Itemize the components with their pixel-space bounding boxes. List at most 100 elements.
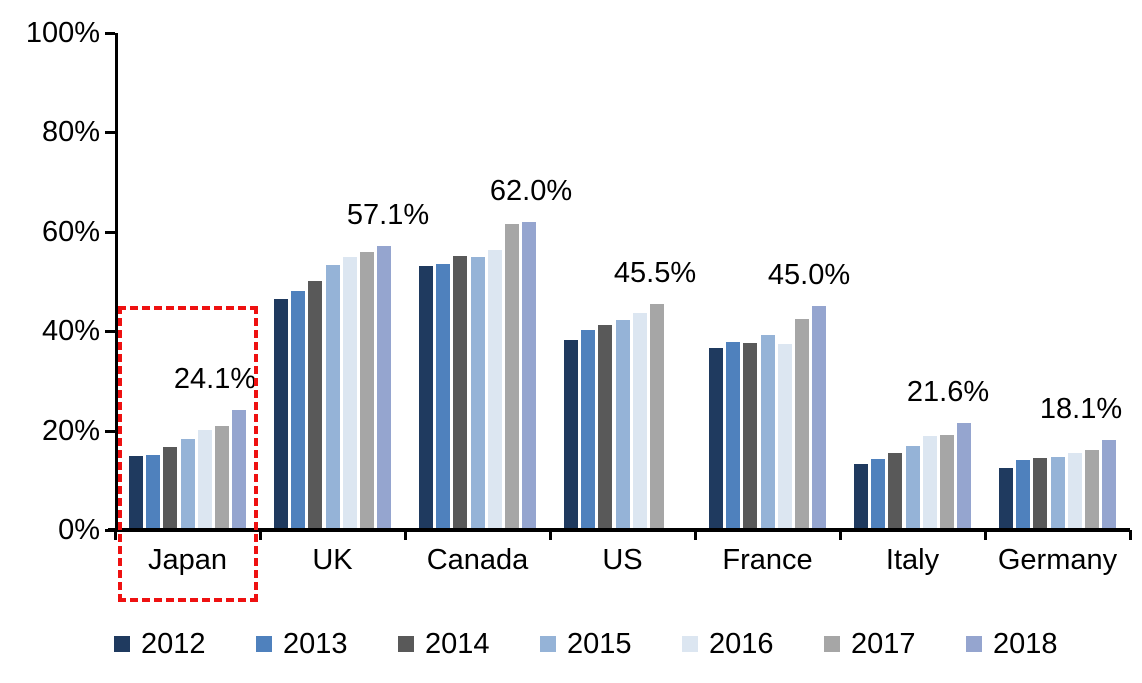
- bar-canada-2018: [522, 221, 537, 528]
- legend-item-2013: 2013: [256, 629, 348, 659]
- y-tick-mark: [105, 429, 115, 433]
- legend-item-2014: 2014: [398, 629, 490, 659]
- legend-label-2018: 2018: [993, 627, 1058, 660]
- category-label-uk: UK: [312, 544, 353, 576]
- bar-germany-2018: [1102, 440, 1117, 528]
- bar-uk-2016: [342, 257, 357, 528]
- legend-label-2017: 2017: [851, 627, 916, 660]
- data-label-uk: 57.1%: [346, 199, 430, 232]
- legend-swatch-2017: [824, 636, 840, 652]
- bar-germany-2012: [999, 467, 1013, 528]
- data-label-france: 45.0%: [767, 259, 851, 292]
- bar-france-2015: [760, 335, 775, 528]
- category-label-italy: Italy: [885, 544, 940, 576]
- bar-germany-2017: [1085, 449, 1099, 528]
- bar-us-2017: [650, 303, 664, 528]
- legend-item-2017: 2017: [824, 629, 916, 659]
- y-tick-mark: [105, 32, 115, 35]
- y-tick-mark: [105, 131, 115, 135]
- bar-uk-2015: [325, 264, 340, 528]
- bar-uk-2018: [377, 246, 392, 528]
- bar-canada-2015: [470, 257, 485, 528]
- highlight-box-japan: [118, 306, 258, 602]
- bar-us-2012: [564, 339, 578, 528]
- bar-japan-2018: [232, 410, 247, 528]
- bar-japan-2015: [180, 439, 195, 528]
- bar-france-2013: [726, 342, 741, 528]
- x-tick-mark: [694, 530, 697, 540]
- x-tick-mark: [114, 530, 117, 540]
- bar-canada-2014: [453, 256, 468, 528]
- bar-canada-2016: [487, 249, 502, 528]
- x-tick-mark: [259, 530, 262, 540]
- y-axis-line: [115, 33, 118, 532]
- bar-italy-2017: [940, 434, 954, 528]
- bar-france-2016: [777, 344, 792, 528]
- y-tick-label: 80%: [41, 116, 100, 149]
- y-tick-label: 0%: [58, 514, 100, 546]
- y-tick-mark: [105, 230, 115, 234]
- bar-japan-2017: [215, 425, 229, 528]
- x-tick-mark: [404, 530, 407, 540]
- legend-item-2018: 2018: [966, 629, 1058, 659]
- legend-label-2016: 2016: [709, 627, 774, 660]
- bar-italy-2016: [922, 435, 937, 528]
- legend-swatch-2015: [540, 636, 556, 652]
- category-label-canada: Canada: [426, 544, 529, 576]
- bar-uk-2012: [274, 299, 288, 528]
- category-label-us: US: [602, 544, 643, 576]
- bar-germany-2016: [1067, 452, 1082, 528]
- legend-label-2012: 2012: [141, 627, 206, 660]
- data-label-us: 45.5%: [613, 256, 697, 289]
- legend-label-2014: 2014: [425, 627, 490, 660]
- bar-japan-2012: [129, 455, 143, 528]
- bar-canada-2013: [436, 263, 451, 528]
- bar-italy-2013: [871, 459, 886, 528]
- bar-italy-2018: [957, 422, 972, 528]
- bar-france-2017: [795, 319, 809, 528]
- bar-japan-2014: [163, 447, 178, 528]
- x-tick-mark: [839, 530, 842, 540]
- y-tick-label: 20%: [41, 414, 100, 447]
- data-label-italy: 21.6%: [906, 375, 990, 408]
- bar-us-2014: [598, 325, 613, 528]
- bar-france-2018: [812, 306, 827, 528]
- legend-item-2012: 2012: [114, 629, 206, 659]
- x-tick-mark: [984, 530, 987, 540]
- x-axis-line: [108, 528, 1130, 532]
- legend-swatch-2014: [398, 636, 414, 652]
- bar-germany-2015: [1050, 456, 1065, 528]
- bar-canada-2012: [419, 266, 433, 528]
- bar-italy-2012: [854, 463, 868, 528]
- data-label-canada: 62.0%: [489, 174, 573, 207]
- legend-swatch-2016: [682, 636, 698, 652]
- bar-france-2012: [709, 348, 723, 528]
- category-label-france: France: [722, 544, 813, 576]
- bar-uk-2014: [308, 281, 323, 528]
- bar-italy-2015: [905, 446, 920, 528]
- bar-japan-2013: [146, 454, 161, 528]
- legend-item-2016: 2016: [682, 629, 774, 659]
- legend-item-2015: 2015: [540, 629, 632, 659]
- bar-uk-2013: [291, 291, 306, 528]
- legend-label-2013: 2013: [283, 627, 348, 660]
- bar-france-2014: [743, 342, 758, 528]
- legend-swatch-2013: [256, 636, 272, 652]
- bar-germany-2014: [1033, 458, 1048, 528]
- bar-us-2016: [632, 312, 647, 528]
- y-tick-label: 60%: [41, 215, 100, 248]
- bar-italy-2014: [888, 453, 903, 528]
- legend-label-2015: 2015: [567, 627, 632, 660]
- data-label-germany: 18.1%: [1039, 393, 1123, 426]
- bar-japan-2016: [197, 429, 212, 528]
- y-tick-label: 40%: [41, 315, 100, 348]
- data-label-japan: 24.1%: [173, 363, 257, 396]
- bar-canada-2017: [505, 223, 519, 528]
- bar-us-2013: [581, 330, 596, 528]
- legend-swatch-2012: [114, 636, 130, 652]
- bar-germany-2013: [1016, 459, 1031, 528]
- bar-uk-2017: [360, 252, 374, 528]
- bar-us-2015: [615, 319, 630, 528]
- y-tick-mark: [105, 330, 115, 334]
